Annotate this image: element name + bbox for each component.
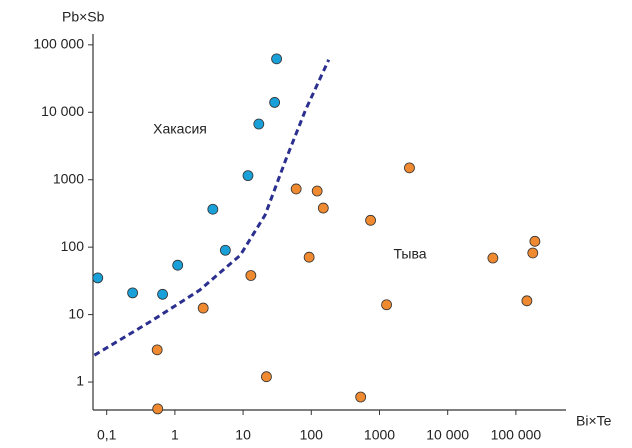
point [311, 185, 323, 197]
point [127, 287, 139, 299]
point [269, 97, 281, 108]
x-tick-label: 1000 [364, 427, 395, 443]
x-tick-label: 100 000 [491, 427, 542, 443]
point [197, 302, 209, 314]
point [290, 183, 302, 195]
point [157, 288, 168, 300]
y-tick-label: 10 [68, 305, 84, 321]
y-tick-label: 100 000 [33, 36, 84, 52]
point [527, 247, 539, 259]
point [245, 270, 257, 281]
point [242, 170, 254, 182]
point [151, 344, 163, 356]
point [317, 202, 329, 214]
point [529, 235, 541, 247]
point [303, 251, 315, 263]
point [365, 214, 376, 226]
x-tick-label: 100 [300, 427, 324, 443]
point [381, 299, 392, 311]
point [404, 162, 415, 174]
point [521, 295, 533, 307]
point [271, 53, 282, 65]
x-tick-label: 10 000 [426, 427, 469, 443]
x-tick-label: 10 [235, 427, 251, 443]
boundary-line [93, 59, 331, 357]
annotation: Тыва [393, 246, 426, 262]
point [253, 118, 265, 130]
point [487, 252, 499, 264]
y-axis-label: Pb×Sb [62, 9, 105, 25]
point [207, 203, 219, 215]
point [355, 391, 367, 403]
point [92, 272, 104, 284]
x-tick-label: 1 [171, 427, 179, 443]
y-tick-label: 1000 [53, 170, 84, 186]
annotation: Хакасия [153, 121, 207, 137]
point [261, 371, 272, 383]
y-tick-label: 1 [76, 373, 84, 389]
point [219, 244, 231, 256]
x-axis-label: Bi×Te [576, 413, 612, 429]
point [172, 259, 184, 271]
x-tick-label: 0,1 [97, 427, 117, 443]
y-tick-label: 10 000 [41, 103, 84, 119]
y-tick-label: 100 [61, 238, 85, 254]
point [152, 403, 164, 415]
